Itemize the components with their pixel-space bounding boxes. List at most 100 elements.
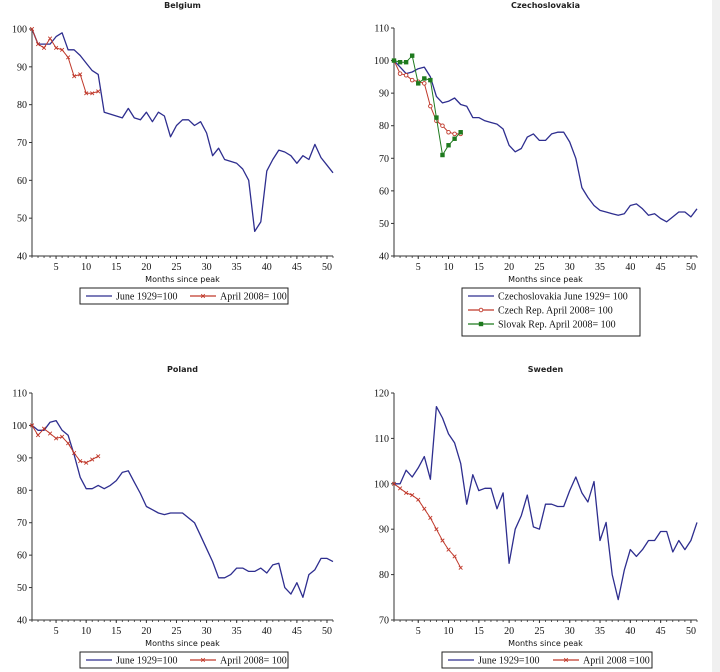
data-point [428, 77, 433, 83]
x-tick-label: 30 [565, 262, 575, 273]
data-point [410, 493, 415, 498]
x-tick-label: 30 [202, 626, 212, 637]
legend-item: Czech Rep. April 2008= 100 [468, 306, 613, 317]
legend-label: June 1929=100 [116, 656, 177, 667]
data-point [96, 89, 101, 94]
x-tick-label: 50 [322, 262, 332, 273]
y-tick-label: 80 [379, 570, 389, 581]
series-line [31, 425, 99, 464]
x-tick-label: 15 [111, 626, 121, 637]
data-point [78, 72, 83, 77]
legend-item: June 1929=100 [86, 656, 177, 667]
y-tick-label: 50 [379, 219, 389, 230]
x-tick-label: 20 [141, 262, 151, 273]
x-tick-label: 25 [534, 626, 544, 637]
data-point [440, 123, 445, 128]
legend-box [441, 651, 653, 669]
series-line [393, 60, 698, 223]
data-point [90, 91, 95, 96]
data-point [440, 538, 445, 543]
legend-label: April 2008= 100 [220, 656, 287, 667]
legend-item: Slovak Rep. April 2008= 100 [468, 320, 616, 331]
data-point [397, 71, 403, 76]
x-tick-label: 15 [474, 262, 484, 273]
x-tick-label: 45 [656, 626, 666, 637]
data-point [428, 103, 433, 109]
series-1 [391, 481, 463, 570]
series-1 [29, 423, 101, 465]
chart-poland: Poland 40 50 60 70 80 90 100 110 5 10 15 20 25 30 35 40 4… [12, 365, 334, 669]
y-tick-label: 100 [374, 479, 389, 490]
legend-item: June 1929=100 [86, 292, 177, 303]
chart-title: Sweden [528, 365, 564, 374]
data-point [47, 431, 53, 436]
right-edge-strip [712, 0, 720, 672]
legend-marker [563, 657, 569, 663]
y-tick-label: 50 [17, 583, 27, 594]
data-point [452, 554, 457, 559]
x-tick-label: 5 [54, 626, 59, 637]
x-tick-label: 45 [292, 626, 302, 637]
chart-sweden: Sweden 70 80 90 100 110 120 5 10 15 20 25 30 35 40 45 50… [374, 365, 698, 669]
data-point [452, 131, 457, 137]
legend-item: April 2008= 100 [190, 292, 287, 303]
data-point [53, 45, 59, 51]
y-tick-label: 110 [374, 24, 389, 35]
series-1 [29, 26, 101, 96]
legend-label: April 2008 =100 [583, 656, 650, 667]
y-tick-label: 120 [374, 389, 389, 400]
data-point [96, 454, 101, 459]
x-tick-label: 5 [416, 262, 421, 273]
y-tick-label: 70 [379, 616, 389, 627]
data-point [29, 423, 35, 428]
y-tick-label: 80 [17, 486, 27, 497]
legend-box [79, 651, 289, 669]
data-point [35, 42, 41, 47]
legend-item: April 2008= 100 [190, 656, 287, 667]
x-tick-label: 20 [504, 262, 514, 273]
legend-label: April 2008= 100 [220, 292, 287, 303]
data-point [434, 527, 439, 532]
x-axis-label: Months since peak [145, 275, 220, 284]
series-2 [391, 53, 463, 158]
series-0 [393, 60, 698, 223]
legend-marker [200, 657, 206, 663]
x-tick-label: 40 [262, 626, 272, 637]
data-point [452, 136, 457, 141]
legend-label: June 1929=100 [478, 656, 539, 667]
x-tick-label: 35 [232, 262, 242, 273]
legend-label: June 1929=100 [116, 292, 177, 303]
data-point [397, 486, 403, 491]
data-point [59, 434, 65, 439]
x-tick-label: 25 [534, 262, 544, 273]
x-axis-label: Months since peak [508, 275, 583, 284]
data-point [59, 47, 65, 52]
x-tick-label: 50 [322, 626, 332, 637]
y-tick-label: 100 [12, 421, 27, 432]
legend-label: Slovak Rep. April 2008= 100 [498, 320, 616, 331]
x-tick-label: 25 [171, 262, 181, 273]
series-line [31, 28, 99, 94]
data-point [397, 60, 403, 65]
y-tick-label: 40 [17, 616, 27, 627]
x-axis-label: Months since peak [508, 639, 583, 648]
x-tick-label: 40 [625, 626, 635, 637]
data-point [403, 60, 409, 65]
data-point [47, 36, 53, 41]
y-tick-label: 80 [379, 121, 389, 132]
legend: June 1929=100 April 2008 =100 [441, 651, 653, 669]
data-point [53, 436, 59, 441]
data-point [458, 130, 463, 135]
x-tick-label: 10 [444, 626, 454, 637]
series-0 [31, 419, 334, 598]
data-point [404, 490, 409, 495]
data-point [78, 458, 83, 464]
x-tick-label: 35 [595, 262, 605, 273]
y-tick-label: 40 [379, 252, 389, 263]
y-tick-label: 60 [17, 551, 27, 562]
x-tick-label: 20 [141, 626, 151, 637]
x-tick-label: 25 [171, 626, 181, 637]
x-tick-label: 20 [504, 626, 514, 637]
data-point [391, 58, 397, 63]
